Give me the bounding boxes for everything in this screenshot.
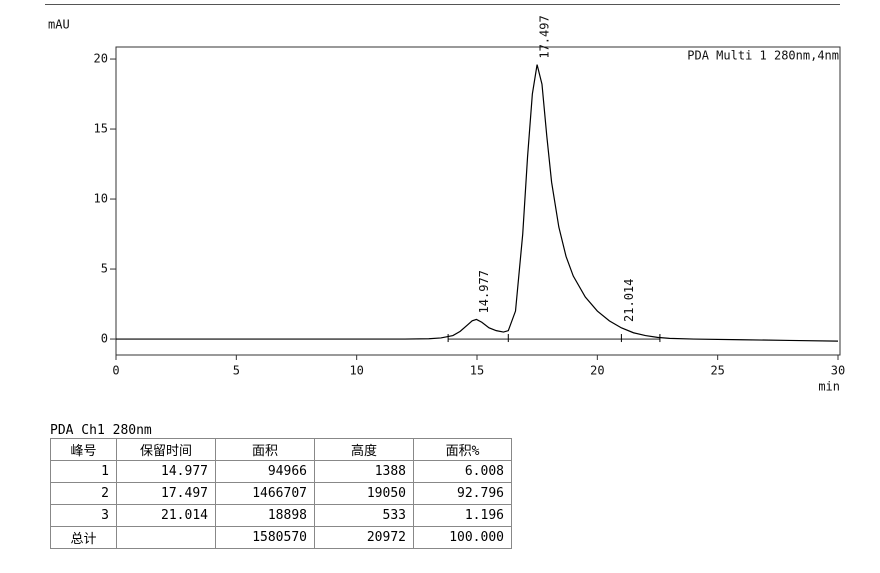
x-tick-label: 5 [233,364,240,378]
cell: 19050 [314,482,414,505]
table-row: 峰号 保留时间 面积 高度 面积% [50,438,512,461]
cell: 1466707 [215,482,315,505]
cell: 94966 [215,460,315,483]
table-row: 3 21.014 18898 533 1.196 [50,504,512,527]
table: 峰号 保留时间 面积 高度 面积% 1 14.977 94966 1388 6.008 2 17.49… [50,438,512,549]
y-axis-label: mAU [48,18,70,32]
cell: 1580570 [215,526,315,549]
chart: mAU min PDA Multi 1 280nm,4nm 0 5 10 15 20 0 5… [45,4,845,394]
y-tick-label: 20 [94,52,108,66]
cell: 2 [50,482,117,505]
header-cell: 保留时间 [116,438,216,461]
y-tick-label: 0 [101,332,108,346]
cell: 533 [314,504,414,527]
cell: 1.196 [413,504,512,527]
x-tick-label: 15 [470,364,484,378]
x-tick-label: 10 [349,364,363,378]
cell: 3 [50,504,117,527]
table-row: 总计 1580570 20972 100.000 [50,526,512,549]
cell: 总计 [50,526,117,549]
cell: 14.977 [116,460,216,483]
x-tick-label: 25 [710,364,724,378]
cell: 1388 [314,460,414,483]
table-row: 1 14.977 94966 1388 6.008 [50,460,512,483]
cell [116,526,216,549]
x-tick-label: 20 [590,364,604,378]
table-row: 2 17.497 1466707 19050 92.796 [50,482,512,505]
plot-frame [115,46,841,356]
y-tick-label: 5 [101,262,108,276]
x-tick-label: 30 [831,364,845,378]
header-cell: 面积 [215,438,315,461]
cell: 20972 [314,526,414,549]
peak-label: 17.497 [538,15,552,58]
cell: 18898 [215,504,315,527]
cell: 6.008 [413,460,512,483]
cell: 1 [50,460,117,483]
peak-label: 21.014 [622,279,636,322]
cell: 17.497 [116,482,216,505]
header-cell: 面积% [413,438,512,461]
peak-label: 14.977 [477,270,491,313]
chromatogram-line [116,64,839,342]
y-tick-label: 15 [94,122,108,136]
table-title: PDA Ch1 280nm [50,423,152,438]
cell: 100.000 [413,526,512,549]
annotation: PDA Multi 1 280nm,4nm [687,49,839,63]
header-cell: 高度 [314,438,414,461]
cell: 92.796 [413,482,512,505]
x-axis-label: min [818,380,840,394]
y-tick-label: 10 [94,192,108,206]
cell: 21.014 [116,504,216,527]
header-cell: 峰号 [50,438,117,461]
x-tick-label: 0 [112,364,119,378]
